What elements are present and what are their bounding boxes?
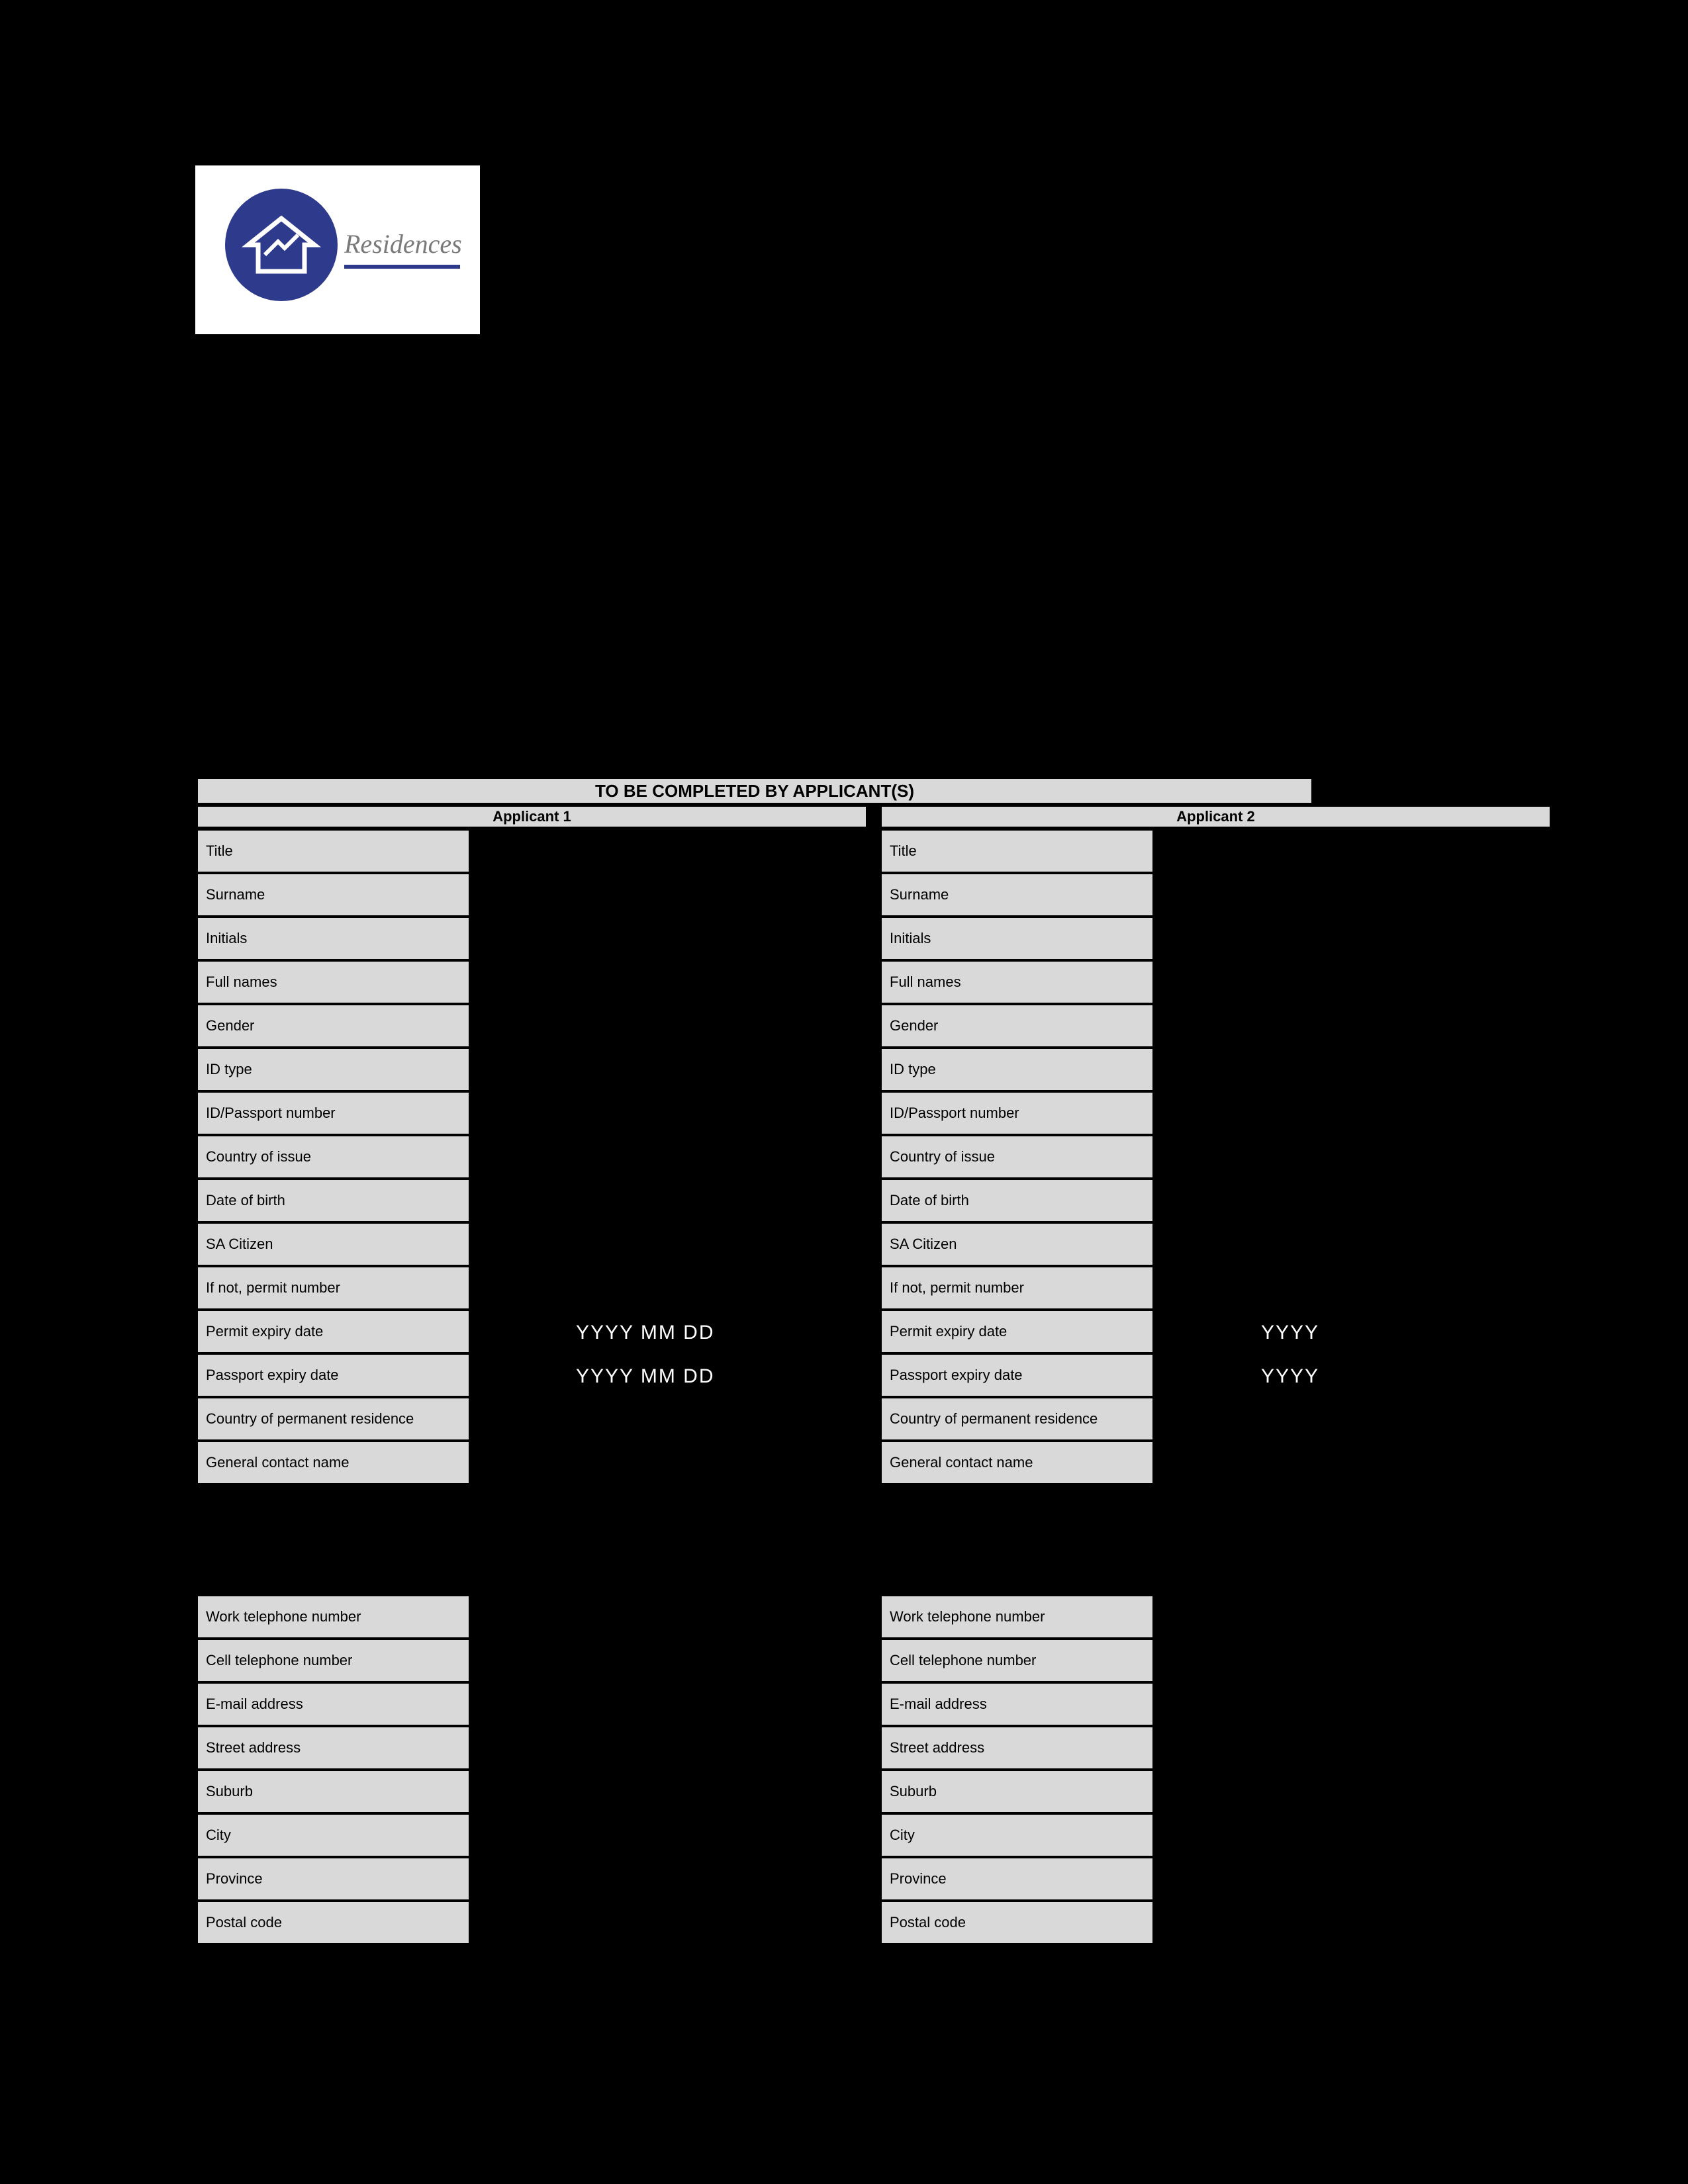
page: Residences TO BE COMPLETED BY APPLICANT(… (0, 0, 1688, 2184)
app2-field-label: ID/Passport number (880, 1091, 1154, 1135)
app2-field-label: Permit expiry date (880, 1310, 1154, 1353)
app2-field-label: City (880, 1813, 1154, 1857)
applicant1-header: Applicant 1 (197, 805, 867, 828)
app1-field-label: Title (197, 829, 470, 873)
date-placeholder: YYYY (1261, 1322, 1319, 1344)
app1-field-label: Date of birth (197, 1179, 470, 1222)
app1-field-label: Postal code (197, 1901, 470, 1944)
app1-field-label: SA Citizen (197, 1222, 470, 1266)
app2-field-label: Surname (880, 873, 1154, 917)
app2-field-label: Postal code (880, 1901, 1154, 1944)
app2-field-label: If not, permit number (880, 1266, 1154, 1310)
app1-field-label: If not, permit number (197, 1266, 470, 1310)
house-icon (242, 212, 321, 278)
app2-field-label: General contact name (880, 1441, 1154, 1484)
app2-field-label: Cell telephone number (880, 1639, 1154, 1682)
app2-field-label: Initials (880, 917, 1154, 960)
app1-field-label: Initials (197, 917, 470, 960)
app1-field-label: General contact name (197, 1441, 470, 1484)
app2-field-label: Passport expiry date (880, 1353, 1154, 1397)
app1-field-label: Permit expiry date (197, 1310, 470, 1353)
date-placeholder: YYYY MM DD (576, 1365, 714, 1388)
app1-field-label: E-mail address (197, 1682, 470, 1726)
app1-field-label: Surname (197, 873, 470, 917)
app2-field-label: Street address (880, 1726, 1154, 1770)
app1-field-label: Work telephone number (197, 1595, 470, 1639)
app2-field-label: Province (880, 1857, 1154, 1901)
app1-field-label: Street address (197, 1726, 470, 1770)
app1-field-label: Country of permanent residence (197, 1397, 470, 1441)
logo-text: Residences (344, 228, 462, 259)
app1-field-label: Full names (197, 960, 470, 1004)
app2-field-label: Date of birth (880, 1179, 1154, 1222)
app1-field-label: Gender (197, 1004, 470, 1048)
app1-field-label: Province (197, 1857, 470, 1901)
app1-field-label: Cell telephone number (197, 1639, 470, 1682)
app1-field-label: ID type (197, 1048, 470, 1091)
app2-field-label: E-mail address (880, 1682, 1154, 1726)
app1-field-label: Country of issue (197, 1135, 470, 1179)
app1-field-label: City (197, 1813, 470, 1857)
app2-field-label: Full names (880, 960, 1154, 1004)
logo-box: Residences (195, 165, 480, 334)
app2-field-label: ID type (880, 1048, 1154, 1091)
app1-field-label: ID/Passport number (197, 1091, 470, 1135)
app1-field-label: Passport expiry date (197, 1353, 470, 1397)
app2-field-label: Title (880, 829, 1154, 873)
applicant2-header: Applicant 2 (880, 805, 1551, 828)
app2-field-label: Gender (880, 1004, 1154, 1048)
date-placeholder: YYYY MM DD (576, 1322, 714, 1344)
app2-field-label: Work telephone number (880, 1595, 1154, 1639)
app2-field-label: Country of permanent residence (880, 1397, 1154, 1441)
date-placeholder: YYYY (1261, 1365, 1319, 1388)
app2-field-label: Suburb (880, 1770, 1154, 1813)
app2-field-label: Country of issue (880, 1135, 1154, 1179)
logo-circle (225, 189, 338, 301)
logo-underline (344, 265, 460, 269)
app1-field-label: Suburb (197, 1770, 470, 1813)
app2-field-label: SA Citizen (880, 1222, 1154, 1266)
section-header: TO BE COMPLETED BY APPLICANT(S) (197, 778, 1313, 804)
